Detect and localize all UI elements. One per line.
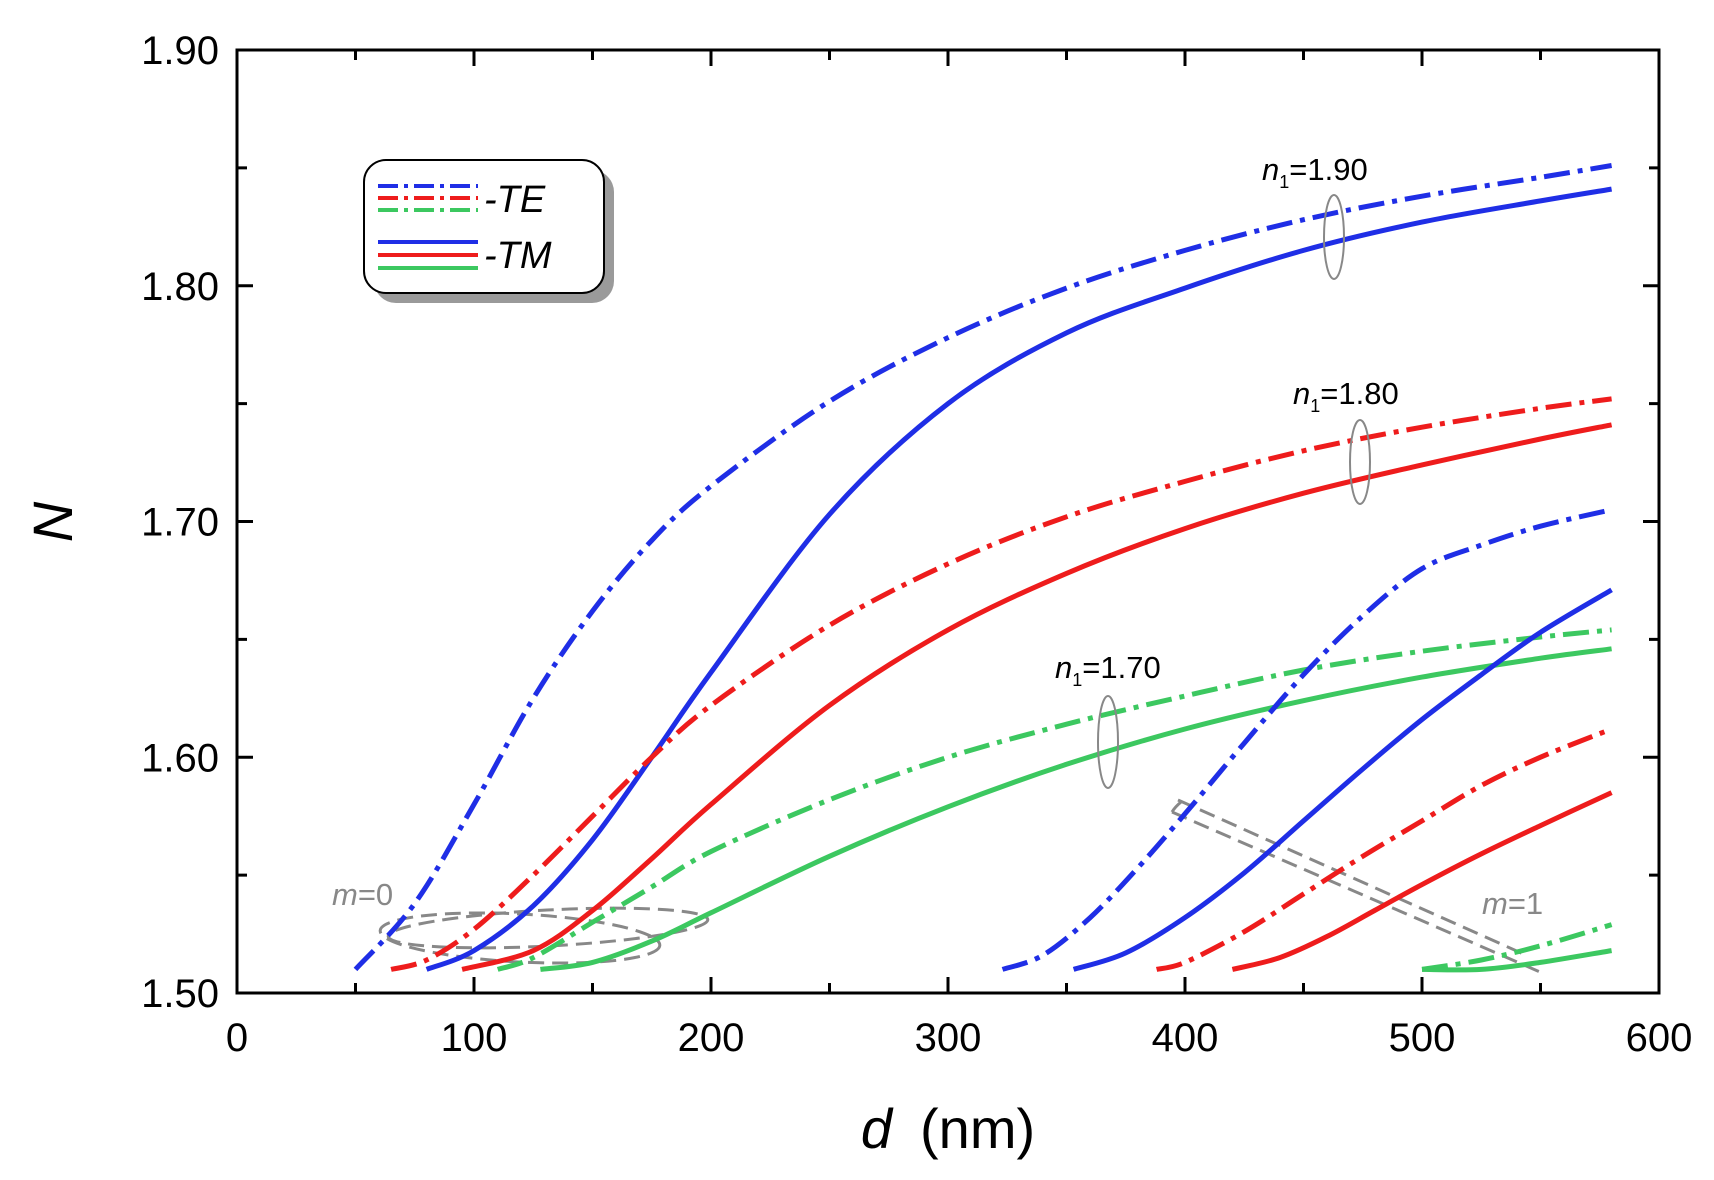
mode-label-m1: m=1 <box>1482 886 1543 921</box>
legend-tm-swatch <box>378 240 478 270</box>
y-tick-label-1.7: 1.70 <box>141 501 219 545</box>
m1-group-line-lower <box>1171 810 1541 974</box>
y-tick-label-1.9: 1.90 <box>141 29 219 73</box>
series-line-n1-1-70-te-m-1 <box>1421 922 1613 972</box>
legend-te-swatch <box>378 184 478 212</box>
legend-box <box>363 159 605 294</box>
x-tick-label-200: 200 <box>678 1016 745 1060</box>
x-tick-label-400: 400 <box>1152 1016 1219 1060</box>
y-tick-label-1.6: 1.60 <box>141 736 219 780</box>
annotation-n1-180-label: n1=1.80 <box>1293 376 1399 416</box>
y-tick-label-1.8: 1.80 <box>141 265 219 309</box>
axis-tick-labels: 0 100 200 300 400 500 600 1.50 1.60 1.70 1.80 1.90 <box>141 29 1692 1060</box>
annotation-n1-190-label: n1=1.90 <box>1262 152 1368 192</box>
annotations: n1=1.90 n1=1.80 n1=1.70 m=0 m=1 <box>332 152 1543 921</box>
x-tick-label-100: 100 <box>441 1016 508 1060</box>
y-tick-label-1.5: 1.50 <box>141 972 219 1016</box>
annotation-n1-170-ring <box>1097 695 1119 789</box>
x-tick-label-500: 500 <box>1389 1016 1456 1060</box>
series-line-n1-1-70-tm-m-0 <box>540 646 1612 972</box>
series-line-n1-1-80-tm-m-1 <box>1231 790 1613 972</box>
series-line-n1-1-70-te-m-0 <box>496 627 1612 972</box>
legend: -TE -TM <box>363 159 614 303</box>
series-line-n1-1-90-te-m-0 <box>353 163 1613 972</box>
annotation-n1-190-ring <box>1323 194 1345 280</box>
m1-group-line-upper <box>1177 798 1529 958</box>
legend-tm-label: -TM <box>484 235 552 277</box>
series-line-n1-1-80-tm-m-0 <box>461 422 1613 972</box>
series-line-n1-1-80-te-m-1 <box>1155 726 1613 972</box>
annotation-n1-190: n1=1.90 <box>1262 152 1368 280</box>
x-axis-title: d (nm) <box>861 1097 1035 1160</box>
series-line-n1-1-90-te-m-1 <box>1001 507 1613 972</box>
annotation-n1-180-ring <box>1349 419 1371 505</box>
m1-group-line-mid <box>1170 800 1182 813</box>
x-tick-label-0: 0 <box>226 1016 248 1060</box>
series-line-n1-1-70-tm-m-1 <box>1421 948 1612 973</box>
series-line-n1-1-90-tm-m-0 <box>425 186 1613 972</box>
y-axis-title: N <box>21 501 84 542</box>
plot-frame <box>235 48 1661 995</box>
series-line-n1-1-80-te-m-0 <box>390 396 1612 972</box>
m0-ellipse-upper <box>386 906 710 950</box>
x-tick-label-300: 300 <box>915 1016 982 1060</box>
series-line-n1-1-90-tm-m-1 <box>1072 587 1613 972</box>
series-lines <box>353 163 1613 973</box>
annotation-n1-170-label: n1=1.70 <box>1055 650 1161 690</box>
x-tick-label-600: 600 <box>1626 1016 1693 1060</box>
annotation-n1-180: n1=1.80 <box>1293 376 1399 505</box>
legend-te-label: -TE <box>484 179 546 221</box>
annotation-n1-170: n1=1.70 <box>1055 650 1161 789</box>
mode-label-m0: m=0 <box>332 877 393 912</box>
